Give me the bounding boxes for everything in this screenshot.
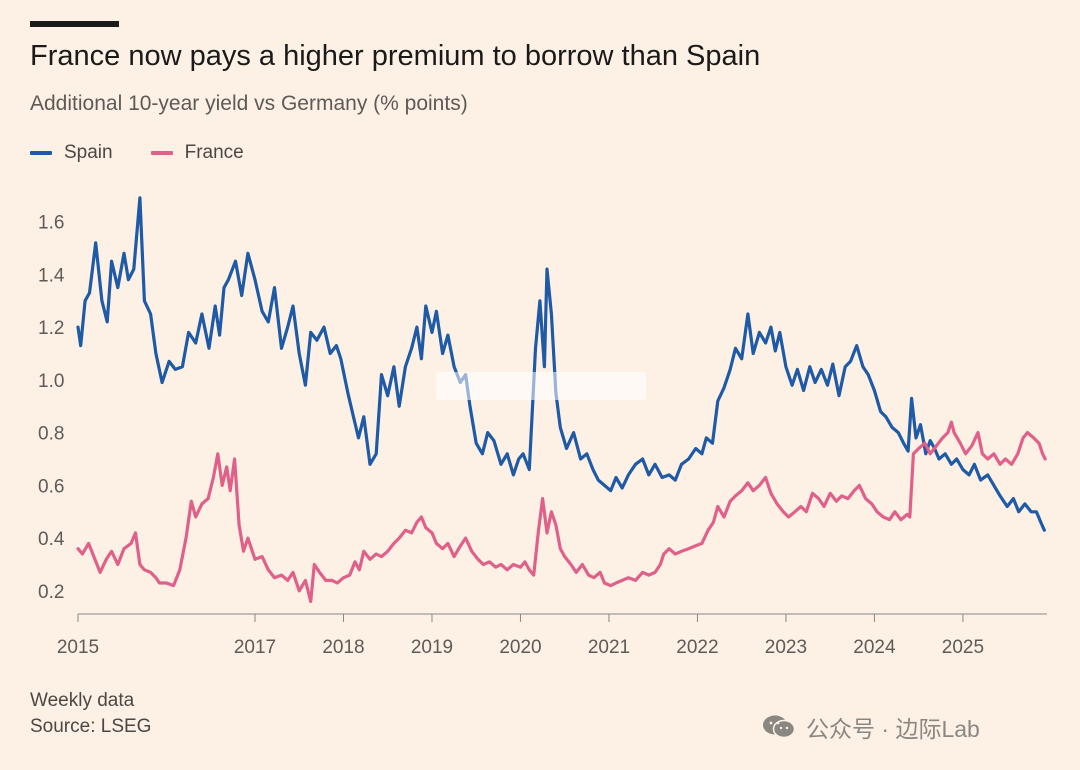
legend-label-france: France <box>184 142 244 163</box>
x-tick-label: 2018 <box>322 637 364 658</box>
watermark: 公众号 · 边际Lab <box>762 710 980 744</box>
y-tick-label: 1.2 <box>38 318 64 339</box>
legend-label-spain: Spain <box>64 142 113 163</box>
x-tick-label: 2015 <box>57 637 99 658</box>
y-tick-label: 0.6 <box>38 476 64 497</box>
x-tick-label: 2017 <box>234 637 276 658</box>
x-tick-label: 2023 <box>765 637 807 658</box>
legend-swatch-france <box>150 151 173 155</box>
legend-item-france: France <box>150 142 244 164</box>
series-line-france <box>76 420 1047 604</box>
y-tick-label: 0.2 <box>38 582 64 603</box>
watermark-text: 公众号 · 边际Lab <box>806 716 980 742</box>
x-tick-label: 2022 <box>676 637 718 658</box>
y-tick-label: 0.4 <box>38 529 65 550</box>
y-tick-label: 1.6 <box>38 213 64 234</box>
footnote-weekly-data: Weekly data <box>30 690 135 711</box>
y-tick-label: 1.0 <box>38 371 64 392</box>
x-tick-label: 2024 <box>853 637 896 658</box>
legend-item-spain: Spain <box>30 142 113 164</box>
title-rule <box>30 21 119 27</box>
redaction-box <box>436 372 646 400</box>
wechat-icon <box>763 715 796 739</box>
x-tick-label: 2021 <box>588 637 630 658</box>
footnote-source: Source: LSEG <box>30 716 152 737</box>
x-tick-label: 2020 <box>499 637 541 658</box>
chart-subtitle: Additional 10-year yield vs Germany (% p… <box>30 92 468 115</box>
chart-title: France now pays a higher premium to borr… <box>30 40 761 72</box>
x-tick-label: 2019 <box>411 637 453 658</box>
y-tick-label: 1.4 <box>38 265 65 286</box>
legend-swatch-spain <box>30 151 52 155</box>
y-tick-label: 0.8 <box>38 424 64 445</box>
x-tick-label: 2025 <box>942 637 984 658</box>
legend: Spain France <box>30 140 282 166</box>
